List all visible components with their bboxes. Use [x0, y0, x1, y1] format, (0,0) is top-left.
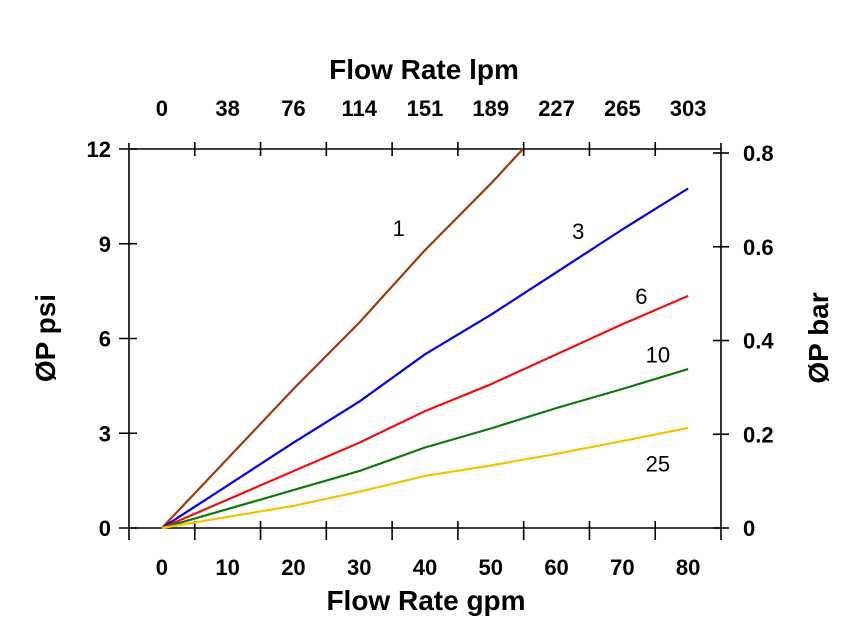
y2-tick-label: 0.2: [743, 422, 774, 447]
y2-tick-label: 0.4: [743, 329, 774, 354]
y2-tick-label: 0: [743, 516, 755, 541]
y2-tick-label: 0.8: [743, 141, 774, 166]
x2-tick-label: 303: [670, 96, 707, 121]
series-line-25: [161, 426, 689, 530]
y2-tick-label: 0.6: [743, 235, 774, 260]
y-tick-label: 6: [99, 327, 111, 352]
x2-tick-label: 265: [604, 96, 641, 121]
x2-tick-label: 76: [281, 96, 305, 121]
x2-tick-label: 189: [472, 96, 509, 121]
x-tick-label: 0: [156, 555, 168, 580]
x-tick-label: 50: [479, 555, 503, 580]
y-tick-label: 0: [99, 516, 111, 541]
series-line-1: [161, 148, 524, 529]
x-tick-label: 30: [347, 555, 371, 580]
x-axis-title: Flow Rate gpm: [326, 585, 525, 616]
y-tick-label: 12: [87, 137, 111, 162]
y-axis-title: ØP psi: [30, 294, 61, 382]
x2-tick-label: 151: [407, 96, 444, 121]
series-line-3: [161, 187, 689, 529]
series-label: 1: [393, 216, 405, 241]
series-label: 10: [646, 342, 670, 367]
y2-axis-title: ØP bar: [803, 292, 834, 383]
y-tick-label: 9: [99, 232, 111, 257]
x-tick-label: 80: [676, 555, 700, 580]
x-tick-label: 60: [544, 555, 568, 580]
series-label: 25: [646, 451, 670, 476]
y-tick-label: 3: [99, 421, 111, 446]
x-tick-label: 10: [215, 555, 239, 580]
x2-tick-label: 0: [156, 96, 168, 121]
x2-axis-title: Flow Rate lpm: [329, 54, 519, 85]
series-line-10: [161, 368, 689, 530]
series-label: 3: [572, 219, 584, 244]
x-tick-label: 70: [610, 555, 634, 580]
series-line-6: [161, 294, 689, 530]
series-label: 6: [635, 284, 647, 309]
x2-tick-label: 38: [215, 96, 239, 121]
x2-tick-label: 114: [341, 96, 377, 121]
x-tick-label: 20: [281, 555, 305, 580]
x-tick-label: 40: [413, 555, 437, 580]
x2-tick-label: 227: [538, 96, 575, 121]
